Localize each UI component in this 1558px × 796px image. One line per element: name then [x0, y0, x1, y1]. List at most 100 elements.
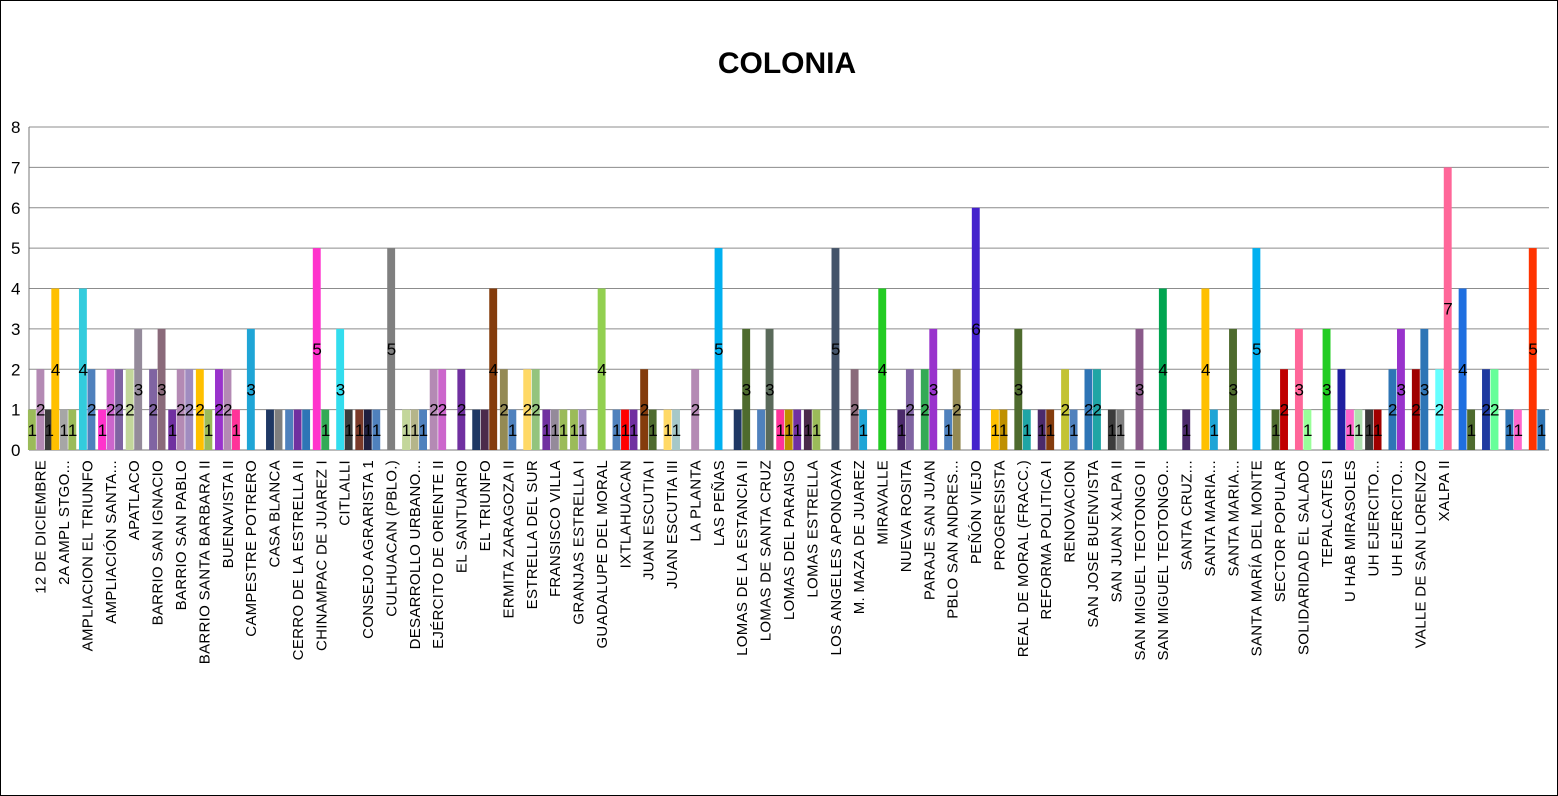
bar	[1093, 369, 1101, 450]
bar	[578, 409, 587, 450]
bar	[149, 369, 158, 450]
data-label: 3	[765, 380, 774, 399]
data-label: 3	[1322, 380, 1331, 399]
x-tick-label: PROGRESISTA	[991, 460, 1008, 571]
bar	[78, 288, 87, 450]
x-tick-label: REFORMA POLITICA I	[1038, 460, 1055, 620]
x-tick-label: LA PLANTA	[687, 460, 704, 542]
bar	[457, 369, 466, 450]
bar	[1467, 409, 1476, 450]
bar	[1537, 409, 1546, 450]
bar	[1182, 409, 1191, 450]
data-label: 1	[859, 421, 868, 440]
bar	[742, 328, 751, 450]
data-label: 2	[87, 401, 96, 420]
bar	[1411, 369, 1420, 450]
x-tick-label: ESTRELLA DEL SUR	[524, 460, 541, 609]
bar	[1443, 167, 1452, 450]
bar	[1482, 369, 1490, 450]
bar	[1303, 409, 1312, 450]
x-tick-label: CAMPESTRE POTRERO	[243, 460, 260, 637]
bar	[765, 328, 774, 450]
data-label: 6	[971, 320, 980, 339]
x-tick-label: BARRIO SANTA BARBARA II	[196, 460, 213, 664]
x-tick-label: GUADALUPE DEL MORAL	[594, 460, 611, 649]
bar	[850, 369, 859, 450]
data-label: 2	[223, 401, 232, 420]
y-tick-label: 7	[11, 158, 20, 177]
bar	[1373, 409, 1382, 450]
data-label: 2	[215, 401, 224, 420]
y-tick-label: 6	[11, 199, 20, 218]
data-label: 2	[36, 401, 45, 420]
data-label: 1	[672, 421, 681, 440]
x-tick-label: APATLACO	[126, 460, 143, 540]
data-label: 2	[850, 401, 859, 420]
x-tick-label: PEÑÓN VIEJO	[968, 460, 985, 564]
data-label: 1	[990, 421, 999, 440]
bar	[51, 288, 60, 450]
data-label: 4	[78, 360, 87, 379]
data-label: 2	[499, 401, 508, 420]
bar	[1458, 288, 1467, 450]
data-label: 1	[355, 421, 364, 440]
bar	[223, 369, 232, 450]
data-label: 1	[776, 421, 785, 440]
data-label: 1	[1046, 421, 1055, 440]
data-label: 1	[419, 421, 428, 440]
data-label: 4	[1158, 360, 1167, 379]
x-tick-label: SECTOR POPULAR	[1272, 460, 1289, 602]
bar	[1135, 328, 1144, 450]
data-label: 1	[59, 421, 68, 440]
bar	[68, 409, 77, 450]
data-label: 3	[1229, 380, 1238, 399]
bar	[157, 328, 166, 450]
bar	[387, 248, 396, 450]
bar	[1271, 409, 1280, 450]
data-label: 2	[1482, 401, 1491, 420]
bar	[215, 369, 223, 450]
bar	[757, 409, 766, 450]
data-label: 1	[570, 421, 579, 440]
data-label: 2	[176, 401, 185, 420]
data-label: 3	[1420, 380, 1429, 399]
data-label: 2	[1280, 401, 1289, 420]
y-tick-label: 4	[11, 280, 20, 299]
bar	[1107, 409, 1116, 450]
data-label: 1	[1365, 421, 1374, 440]
y-tick-label: 8	[11, 118, 20, 137]
data-label: 2	[1061, 401, 1070, 420]
data-label: 1	[1022, 421, 1031, 440]
data-label: 2	[1388, 401, 1397, 420]
x-tick-label: FRANSISCO VILLA	[547, 460, 564, 597]
x-tick-label: U HAB MIRASOLES	[1342, 460, 1359, 602]
bar	[1397, 328, 1405, 450]
data-label: 4	[878, 360, 887, 379]
data-label: 2	[106, 401, 115, 420]
data-label: 1	[1537, 421, 1546, 440]
data-label: 1	[663, 421, 672, 440]
data-label: 1	[897, 421, 906, 440]
data-label: 2	[1084, 401, 1093, 420]
bar	[1229, 328, 1237, 450]
data-label: 1	[363, 421, 372, 440]
bar	[733, 409, 742, 450]
bar	[971, 207, 980, 450]
bar	[1388, 369, 1397, 450]
data-label: 1	[1513, 421, 1522, 440]
bar	[372, 409, 381, 450]
x-tick-label: IXTLAHUACAN	[617, 460, 634, 568]
y-tick-label: 0	[11, 441, 20, 460]
x-tick-label: RENOVACION	[1062, 460, 1079, 563]
bar	[999, 409, 1008, 450]
x-tick-label: BARRIO SAN IGNACIO	[150, 460, 167, 625]
bar	[168, 409, 177, 450]
bar	[87, 369, 96, 450]
x-tick-label: XALPA II	[1436, 460, 1453, 521]
data-label: 5	[1252, 340, 1261, 359]
x-tick-label: CERRO DE LA ESTRELLA II	[290, 460, 307, 660]
bar	[1209, 409, 1218, 450]
bar	[1528, 248, 1537, 450]
data-label: 2	[185, 401, 194, 420]
data-label: 1	[559, 421, 568, 440]
